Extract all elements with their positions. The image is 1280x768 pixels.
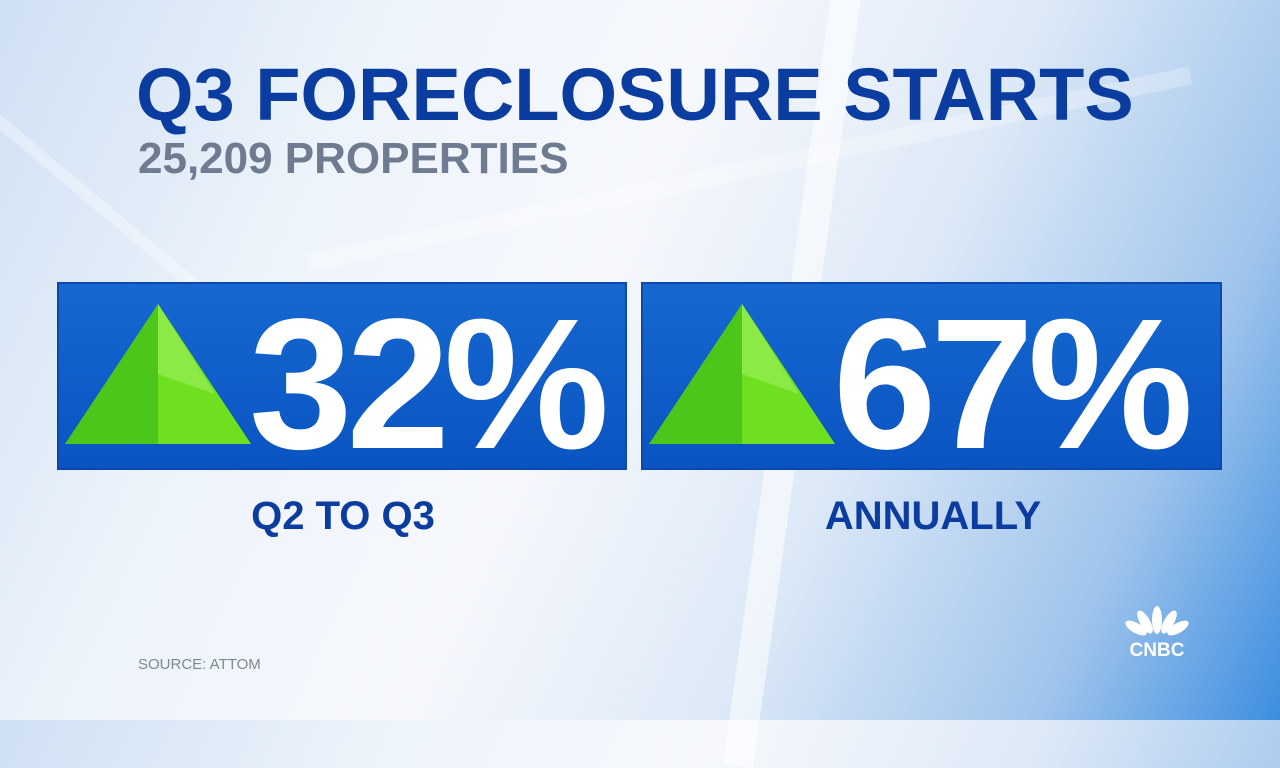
stat-box-quarterly: 32% bbox=[57, 281, 627, 488]
subheadline: 25,209 PROPERTIES bbox=[138, 134, 569, 183]
up-arrow-icon bbox=[649, 304, 835, 444]
stat-value: 32% bbox=[249, 281, 609, 488]
stat-box-annual: 67% bbox=[641, 281, 1222, 488]
stat-label: ANNUALLY bbox=[824, 494, 1042, 538]
up-arrow-icon bbox=[65, 304, 251, 444]
cnbc-logo: CNBC bbox=[1125, 606, 1189, 660]
headline: Q3 FORECLOSURE STARTS bbox=[136, 53, 1134, 136]
stat-label: Q2 TO Q3 bbox=[251, 494, 435, 538]
stat-value: 67% bbox=[833, 281, 1193, 488]
svg-text:CNBC: CNBC bbox=[1130, 640, 1185, 660]
source-note: SOURCE: ATTOM bbox=[138, 656, 261, 673]
